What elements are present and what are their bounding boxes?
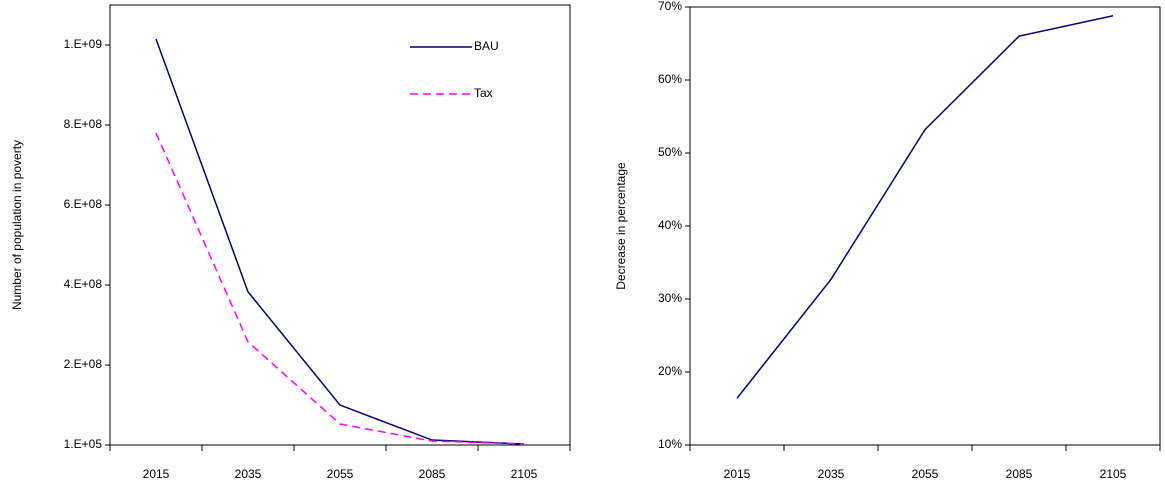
x-tick-label: 2085 xyxy=(1006,467,1033,481)
y-tick-label: 4.E+08 xyxy=(64,277,103,291)
plot-frame xyxy=(109,4,571,446)
x-tick-label: 2055 xyxy=(912,467,939,481)
y-tick-label: 1.E+05 xyxy=(64,437,103,451)
x-tick-label: 2015 xyxy=(724,467,751,481)
y-tick-label: 8.E+08 xyxy=(64,117,103,131)
x-tick-label: 2105 xyxy=(1100,467,1127,481)
x-tick-label: 2055 xyxy=(327,467,354,481)
series-line xyxy=(155,132,525,445)
y-tick-label: 60% xyxy=(658,72,682,86)
x-tick-label: 2035 xyxy=(235,467,262,481)
x-tick-label: 2085 xyxy=(419,467,446,481)
y-tick-label: 50% xyxy=(658,145,682,159)
legend-label: Tax xyxy=(474,86,493,100)
y-tick-label: 6.E+08 xyxy=(64,197,103,211)
series-line xyxy=(155,38,525,445)
y-axis-label: Number of population in poverty xyxy=(10,140,24,310)
legend-label: BAU xyxy=(474,39,499,53)
y-tick-label: 10% xyxy=(658,437,682,451)
x-tick-label: 2035 xyxy=(818,467,845,481)
y-tick-label: 30% xyxy=(658,291,682,305)
series-line xyxy=(736,15,1114,399)
x-tick-label: 2015 xyxy=(143,467,170,481)
y-tick-label: 2.E+08 xyxy=(64,357,103,371)
y-tick-label: 40% xyxy=(658,218,682,232)
y-tick-label: 70% xyxy=(658,0,682,13)
y-tick-label: 1.E+09 xyxy=(64,37,103,51)
y-axis-label: Decrease in percentage xyxy=(614,162,628,290)
plot-frame xyxy=(689,6,1161,446)
x-tick-label: 2105 xyxy=(511,467,538,481)
y-tick-label: 20% xyxy=(658,364,682,378)
